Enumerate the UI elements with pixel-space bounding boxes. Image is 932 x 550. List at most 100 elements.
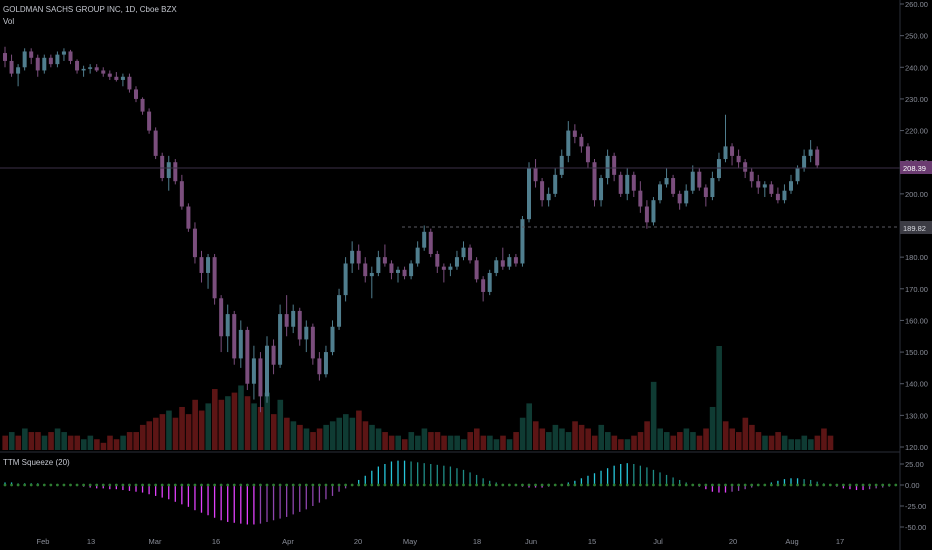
squeeze-dot xyxy=(481,483,485,487)
candle-body xyxy=(258,358,263,397)
volume-bar xyxy=(159,414,166,450)
volume-bar xyxy=(663,432,670,450)
candle-body xyxy=(507,257,512,267)
volume-bar xyxy=(788,439,794,450)
candle-body xyxy=(206,257,211,273)
volume-bar xyxy=(441,435,447,450)
squeeze-dot xyxy=(219,483,223,487)
candle-body xyxy=(494,260,499,273)
candlesticks xyxy=(3,46,820,413)
candle-body xyxy=(212,257,217,299)
time-tick-label: May xyxy=(403,537,417,546)
volume-bar xyxy=(231,392,238,450)
candle-body xyxy=(409,263,414,277)
candle-body xyxy=(140,98,145,112)
candle-body xyxy=(251,358,256,384)
squeeze-dot xyxy=(226,483,230,487)
candle-body xyxy=(317,358,322,375)
candle-body xyxy=(166,162,171,179)
candle-body xyxy=(284,314,289,327)
candle-body xyxy=(402,269,407,277)
squeeze-dot xyxy=(881,483,885,487)
candle-body xyxy=(343,263,348,296)
candle-body xyxy=(690,171,695,191)
squeeze-dot xyxy=(711,483,714,487)
volume-bar xyxy=(87,435,94,450)
volume-bar xyxy=(814,435,821,450)
volume-bar xyxy=(513,432,519,450)
candle-body xyxy=(468,247,473,261)
volume-bar xyxy=(749,424,755,450)
squeeze-dot xyxy=(783,483,786,487)
volume-bar xyxy=(467,432,474,450)
squeeze-dot xyxy=(848,483,852,487)
volume-bar xyxy=(205,403,212,450)
candle-body xyxy=(271,345,276,365)
squeeze-dot xyxy=(265,483,269,487)
squeeze-dot xyxy=(717,483,721,487)
candle-body xyxy=(297,310,302,340)
candle-body xyxy=(245,329,250,384)
volume-bar xyxy=(683,428,690,450)
squeeze-dot xyxy=(88,483,92,487)
squeeze-dot xyxy=(599,483,603,487)
squeeze-dot xyxy=(475,483,478,487)
candle-body xyxy=(42,57,47,71)
squeeze-dot xyxy=(684,483,688,487)
price-tick-label: 130.00 xyxy=(905,411,928,420)
price-axis[interactable]: 260.00250.00240.00230.00220.00210.00200.… xyxy=(900,0,928,452)
volume-bar xyxy=(310,432,316,450)
price-tick-label: 200.00 xyxy=(905,190,928,199)
squeeze-dot xyxy=(95,483,99,487)
volume-bar xyxy=(821,428,827,450)
volume-bar xyxy=(212,389,218,450)
time-tick-label: Jul xyxy=(653,537,663,546)
volume-label: Vol xyxy=(3,17,15,26)
volume-bar xyxy=(74,435,81,450)
squeeze-dot xyxy=(429,483,433,487)
squeeze-dot xyxy=(861,483,865,487)
candle-body xyxy=(559,155,564,175)
squeeze-dot xyxy=(298,483,302,487)
volume-bar xyxy=(794,439,801,450)
level-label: 189.82 xyxy=(903,224,926,233)
squeeze-dot xyxy=(560,483,564,487)
volume-bar xyxy=(369,424,375,450)
volume-bar xyxy=(22,428,28,450)
squeeze-dot xyxy=(160,483,164,487)
time-tick-label: 15 xyxy=(588,537,596,546)
volume-bar xyxy=(218,399,225,450)
squeeze-dot xyxy=(724,483,727,487)
indicator-axis[interactable]: 25.00 0.00 -25.00 -50.00 xyxy=(900,460,926,532)
volume-bar xyxy=(670,435,677,450)
volume-bars xyxy=(2,346,834,450)
squeeze-dot xyxy=(272,483,275,487)
price-tick-label: 150.00 xyxy=(905,348,928,357)
volume-bar xyxy=(401,439,408,450)
indicator-label: TTM Squeeze (20) xyxy=(3,458,70,467)
squeeze-dot xyxy=(514,483,518,487)
volume-bar xyxy=(775,432,781,450)
candle-body xyxy=(782,190,787,201)
last-price-label: 208.39 xyxy=(903,164,926,173)
candle-body xyxy=(749,171,754,182)
squeeze-dot xyxy=(82,483,85,487)
volume-bar xyxy=(166,410,172,450)
squeeze-dot xyxy=(36,483,40,487)
candle-body xyxy=(795,168,800,182)
squeeze-dot xyxy=(390,483,393,487)
volume-bar xyxy=(395,435,401,450)
volume-bar xyxy=(284,417,290,450)
squeeze-dot xyxy=(232,483,236,487)
volume-bar xyxy=(133,432,139,450)
volume-bar xyxy=(415,435,421,450)
volume-bar xyxy=(290,421,297,450)
squeeze-dot xyxy=(324,483,328,487)
price-tick-label: 170.00 xyxy=(905,285,928,294)
volume-bar xyxy=(605,432,611,450)
volume-bar xyxy=(179,406,185,450)
squeeze-dot xyxy=(756,483,760,487)
candle-body xyxy=(199,257,204,273)
time-axis[interactable]: Feb 13 Mar 16 Apr 20 May 18 Jun 15 Jul 20 Aug 17 xyxy=(37,537,845,546)
